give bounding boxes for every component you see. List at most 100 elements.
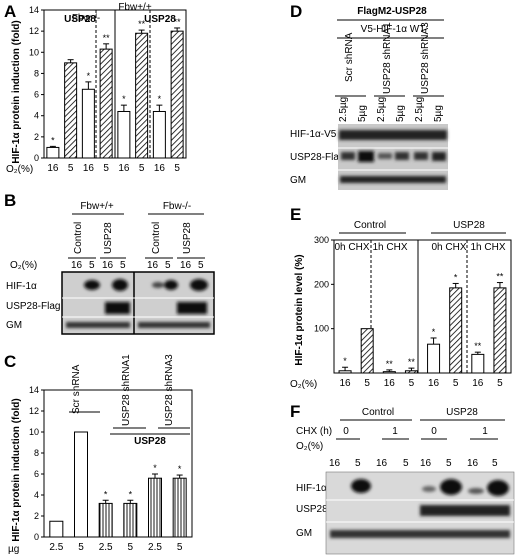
- panel-e-chx-3: 0h CHX: [431, 242, 466, 253]
- panel-a-significance: **: [103, 33, 111, 43]
- panel-a-ytick-label: 8: [34, 68, 39, 78]
- panel-f-row-gm: GM: [296, 528, 312, 539]
- panel-f-o2-8: 5: [492, 458, 498, 469]
- panel-b-o2-5: 16: [147, 260, 159, 271]
- panel-a-xtick-label: 16: [154, 163, 166, 174]
- panel-c-group-scr-1: Scr shRNA: [71, 364, 82, 414]
- panel-f-row-usp28flag: USP28-Flag: [296, 504, 350, 515]
- panel-f: F Control USP28 CHX (h) 0 1 0 1 O₂(%) 16…: [290, 402, 515, 555]
- panel-e-ytick-label: 100: [314, 324, 329, 334]
- panel-e-significance: *: [432, 327, 436, 337]
- panel-d: D FlagM2-USP28 V5-HIF-1α WT Scr shRNA US…: [290, 2, 448, 190]
- panel-a-significance: *: [122, 94, 126, 104]
- panel-e-xtick-label: 16: [340, 378, 352, 389]
- panel-c-bar: [49, 520, 64, 538]
- panel-a-ytick-label: 2: [34, 132, 39, 142]
- panel-b-row-gm: GM: [6, 320, 22, 331]
- panel-e-bar: [449, 287, 463, 374]
- panel-c-ytick-label: 10: [29, 427, 39, 437]
- panel-letter-a: A: [4, 2, 16, 21]
- panel-c-significance: *: [129, 489, 133, 499]
- panel-d-dose-4: 5µg: [395, 105, 406, 122]
- panel-f-o2-label: O₂(%): [296, 441, 323, 452]
- panel-b-row-hif: HIF-1α: [6, 281, 37, 292]
- panel-f-chx-2: 1: [392, 426, 398, 437]
- panel-a-ylabel: HIF-1α protein induction (fold): [11, 20, 22, 163]
- panel-c-ytick-label: 8: [34, 448, 39, 458]
- panel-a-significance: **: [138, 19, 146, 29]
- panel-b-row-usp28flag: USP28-Flag: [6, 301, 60, 312]
- panel-a-significance: *: [51, 135, 55, 145]
- panel-c-xtick-label: 2.5: [99, 542, 113, 553]
- panel-b-o2-1: 16: [71, 260, 83, 271]
- panel-f-o2-6: 5: [446, 458, 452, 469]
- panel-d-dose-5: 2.5µg: [414, 97, 425, 122]
- panel-c-ytick-label: 14: [29, 385, 39, 395]
- panel-d-row-usp28flag: USP28-Flag: [290, 152, 344, 163]
- panel-a-bar: [99, 48, 113, 159]
- panel-b-lane-usp28-2: USP28: [182, 222, 193, 254]
- panel-f-chx-label: CHX (h): [296, 426, 332, 437]
- panel-a-ytick-label: 10: [29, 47, 39, 57]
- panel-d-row-gm: GM: [290, 175, 306, 186]
- panel-e-chx-2: 1h CHX: [372, 242, 407, 253]
- panel-b-o2-2: 5: [89, 260, 95, 271]
- panel-c-xtick-label: 5: [128, 542, 134, 553]
- panel-d-dose-1: 2.5µg: [338, 97, 349, 122]
- panel-a-bar: [117, 110, 131, 159]
- panel-c-significance: *: [178, 464, 182, 474]
- panel-a: A HIF-1α protein induction (fold) 0 2 4 6 8 1…: [4, 2, 187, 175]
- panel-d-dose-2: 5µg: [357, 105, 368, 122]
- panel-e-o2-label: O₂(%): [290, 379, 317, 390]
- panel-c-significance: *: [153, 463, 157, 473]
- panel-c-group-shrna1: USP28 shRNA1: [121, 354, 132, 426]
- panel-f-o2-5: 16: [420, 458, 432, 469]
- panel-a-ytick-label: 4: [34, 111, 39, 121]
- panel-c-bar: [74, 431, 88, 538]
- panel-b-lane-usp28-1: USP28: [103, 222, 114, 254]
- panel-e-bar: [382, 371, 396, 374]
- panel-e: E HIF-1α protein level (%) 100 200 300 * 16 5…: [290, 205, 512, 390]
- panel-e-xtick-label: 16: [384, 378, 396, 389]
- panel-letter-d: D: [290, 2, 302, 21]
- panel-f-o2-7: 16: [467, 458, 479, 469]
- panel-a-xtick-label: 16: [118, 163, 130, 174]
- panel-e-chx-1: 0h CHX: [334, 242, 369, 253]
- panel-a-ytick-label: 0: [34, 153, 39, 163]
- panel-c-xtick-label: 5: [78, 542, 84, 553]
- panel-b-lane-control-2: Control: [151, 222, 162, 254]
- panel-e-xtick-label: 5: [453, 378, 459, 389]
- panel-c-bar: [148, 477, 162, 538]
- panel-e-significance: **: [474, 341, 482, 351]
- panel-e-significance: **: [408, 357, 416, 367]
- panel-c-ytick-label: 4: [34, 490, 39, 500]
- panel-e-ytick-label: 300: [314, 235, 329, 245]
- panel-b-o2-7: 16: [180, 260, 192, 271]
- panel-d-group-scr-label: Scr shRNA: [344, 32, 355, 82]
- panel-f-chx-1: 0: [343, 426, 349, 437]
- panel-c-ytick-label: 12: [29, 406, 39, 416]
- panel-c-ytick-label: 2: [34, 511, 39, 521]
- panel-d-top-label: FlagM2-USP28: [357, 6, 427, 17]
- panel-e-bar: [493, 287, 507, 374]
- panel-b: B Fbw+/+ Fbw-/- Control USP28 Control US…: [4, 191, 215, 335]
- panel-e-bar: [404, 370, 418, 374]
- panel-a-ytick-label: 12: [29, 26, 39, 36]
- panel-c-xtick-label: 2.5: [49, 542, 63, 553]
- panel-a-xtick-label: 5: [103, 163, 109, 174]
- panel-e-plot-frame: [333, 239, 512, 374]
- panel-c-usp28-label: USP28: [134, 436, 166, 447]
- panel-f-chx-4: 1: [482, 426, 488, 437]
- panel-c-group-shrna3-label: USP28 shRNA3: [164, 354, 175, 426]
- panel-a-xtick-label: 5: [68, 163, 74, 174]
- panel-letter-b: B: [4, 191, 16, 210]
- panel-d-group-shrna1-label: USP28 shRNA1: [382, 22, 393, 94]
- panel-d-group-shrna1: USP28 shRNA1: [382, 22, 393, 94]
- panel-e-xtick-label: 5: [364, 378, 370, 389]
- panel-d-group-shrna3: USP28 shRNA3: [420, 22, 431, 94]
- panel-b-blot: [61, 271, 215, 335]
- panel-d-group-shrna3-label: USP28 shRNA3: [420, 22, 431, 94]
- panel-f-o2-1: 16: [329, 458, 341, 469]
- panel-e-ylabel: HIF-1α protein level (%): [294, 254, 305, 365]
- panel-e-xtick-label: 5: [497, 378, 503, 389]
